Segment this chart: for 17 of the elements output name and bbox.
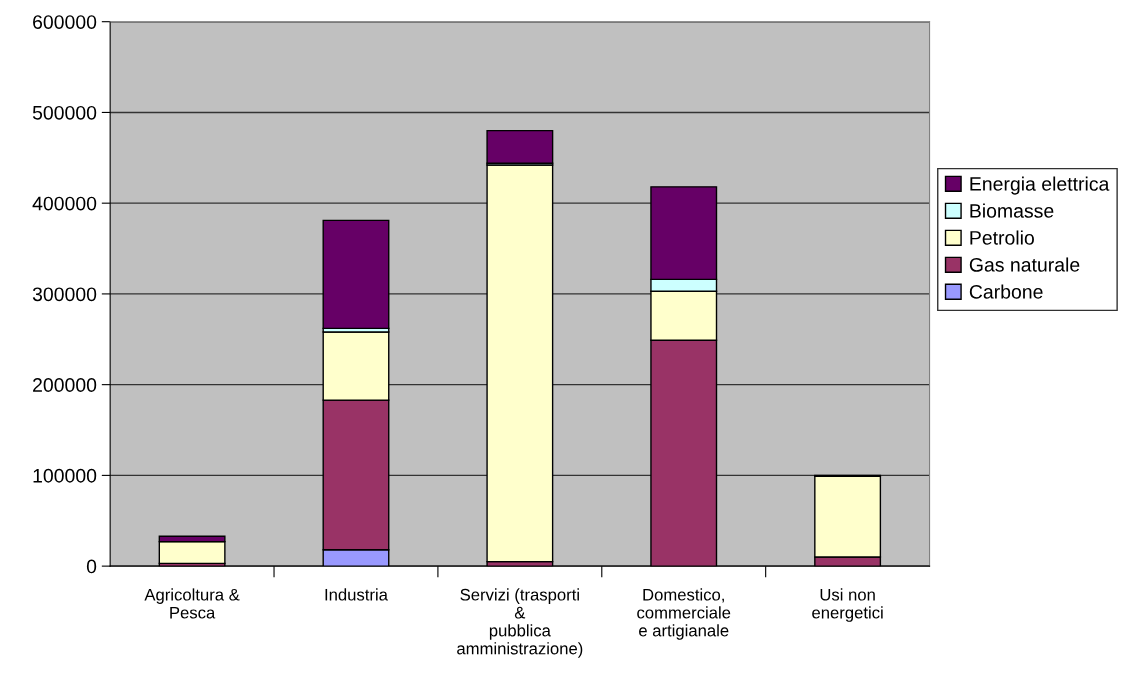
y-tick-label: 400000 [32,196,97,211]
legend-label: Petrolio [970,230,1034,245]
y-tick-label: 200000 [33,378,97,392]
y-tick-label: 0 [86,559,97,574]
y-tick-label: 600000 [33,15,97,29]
y-tick-label: 100000 [33,468,97,483]
x-tick-label: Usi non energetici [812,588,883,622]
x-tick-label: Servizi (trasporti & pubblica amministrazione) [457,588,583,658]
legend-label: Energia elettrica [970,176,1110,195]
x-tick-label: Industria [325,588,388,601]
y-tick-label: 300000 [32,287,97,302]
x-tick-label: Domestico, commerciale e artigianale [637,588,731,640]
legend-label: Gas naturale [969,257,1080,272]
y-tick-label: 500000 [32,105,97,120]
legend-label: Carbone [969,284,1043,299]
x-tick-label: Agricoltura & Pesca [144,588,240,619]
legend-label: Biomasse [970,203,1054,218]
